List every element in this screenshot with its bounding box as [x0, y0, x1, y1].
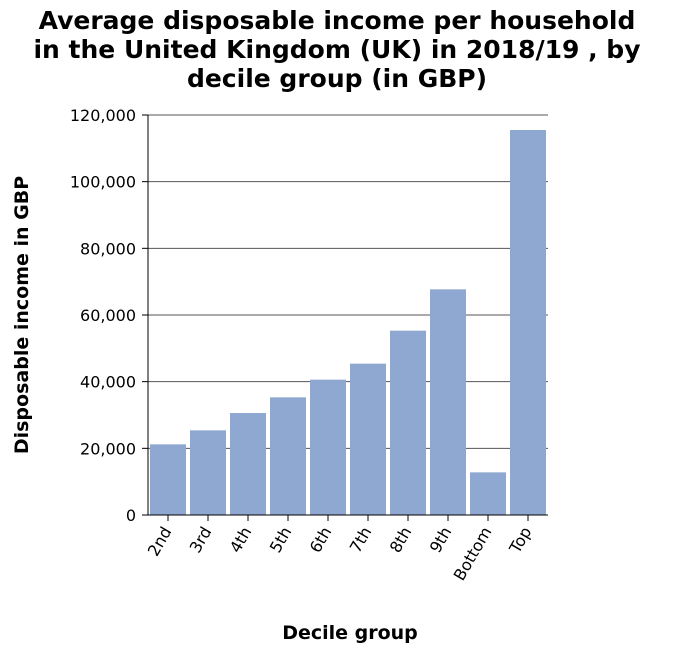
bar-7th	[350, 363, 386, 515]
bar-5th	[270, 397, 306, 515]
x-tick-label: 3rd	[186, 524, 216, 557]
chart-title: Average disposable income per household …	[33, 6, 641, 93]
y-tick-label: 80,000	[80, 239, 136, 258]
y-tick-label: 60,000	[80, 306, 136, 325]
x-tick-label: Top	[505, 524, 535, 558]
bar-6th	[310, 379, 346, 515]
x-tick-label: Bottom	[450, 524, 496, 584]
y-tick-label: 20,000	[80, 439, 136, 458]
bar-2nd	[150, 444, 186, 515]
x-tick-label: 5th	[266, 524, 296, 557]
x-axis-label: Decile group	[282, 622, 418, 644]
x-tick-label: 2nd	[144, 524, 176, 560]
gridlines	[148, 114, 548, 449]
y-tick-label: 100,000	[70, 173, 136, 192]
x-tick-label: 7th	[346, 524, 376, 557]
bar-top	[510, 130, 546, 515]
bar-9th	[430, 289, 466, 515]
y-axis-label: Disposable income in GBP	[11, 176, 33, 454]
y-tick-label: 120,000	[70, 106, 136, 125]
y-tick-label: 40,000	[80, 373, 136, 392]
y-tick-label: 0	[126, 506, 136, 525]
bar-4th	[230, 413, 266, 515]
bar-bottom	[470, 472, 506, 515]
bars	[150, 130, 546, 515]
x-tick-label: 6th	[306, 524, 336, 557]
x-tick-label: 4th	[226, 524, 256, 557]
x-tick-label: 8th	[386, 524, 416, 557]
bar-3rd	[190, 430, 226, 515]
x-tick-label: 9th	[426, 524, 456, 557]
bar-8th	[390, 330, 426, 515]
